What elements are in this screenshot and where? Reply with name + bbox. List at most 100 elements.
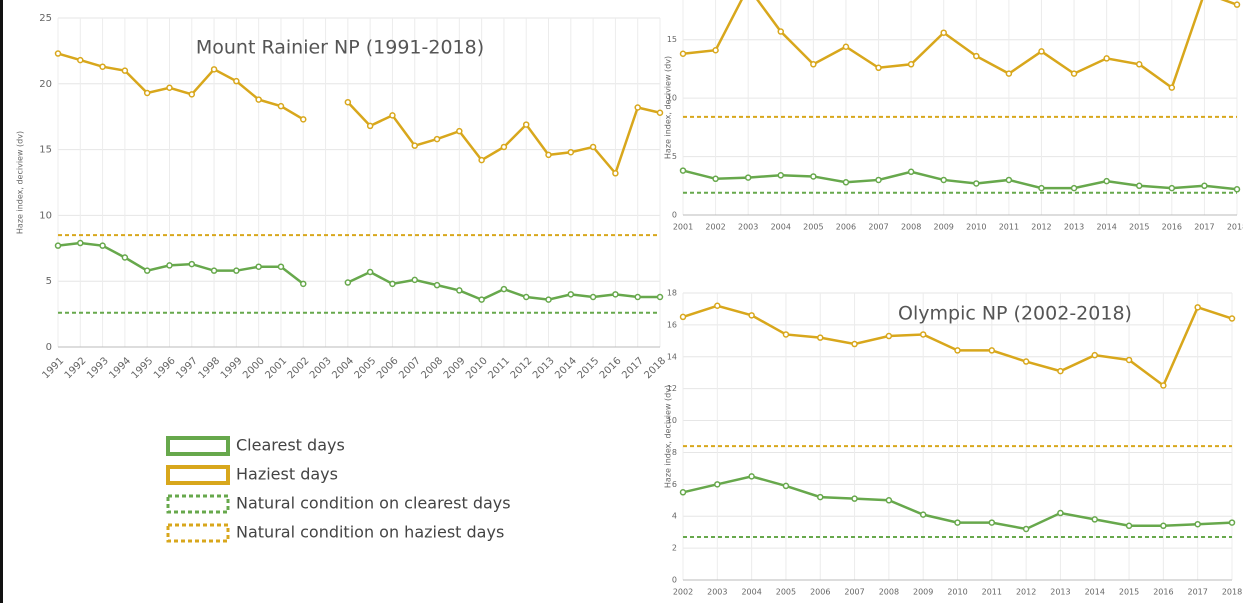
data-point: [1038, 48, 1045, 55]
data-point: [1135, 182, 1143, 190]
data-point: [433, 135, 441, 143]
x-tick-label: 2005: [353, 355, 379, 381]
data-point: [366, 268, 374, 276]
data-point: [77, 239, 84, 247]
data-point: [1125, 356, 1133, 364]
data-point: [714, 481, 721, 488]
y-tick-label: 5: [672, 152, 677, 161]
data-point: [1228, 519, 1236, 526]
x-tick-label: 2011: [999, 223, 1019, 232]
data-point: [907, 61, 915, 68]
x-tick-label: 2016: [1162, 223, 1182, 232]
data-point: [188, 91, 196, 98]
x-tick-label: 2004: [741, 588, 761, 597]
data-point: [143, 89, 151, 97]
x-tick-label: 2009: [934, 223, 954, 232]
data-point: [919, 331, 927, 338]
x-tick-label: 2008: [879, 588, 899, 597]
y-tick-label: 10: [667, 94, 677, 103]
data-point: [411, 276, 418, 284]
data-point: [612, 291, 619, 298]
data-point: [1022, 358, 1030, 365]
data-point: [782, 482, 790, 490]
data-point: [1022, 525, 1030, 533]
data-point: [777, 28, 785, 35]
data-point: [456, 127, 463, 135]
data-point: [589, 143, 597, 151]
data-point: [842, 179, 850, 186]
x-tick-label: 2015: [1129, 223, 1149, 232]
y-tick-label: 12: [667, 384, 677, 393]
data-point: [1091, 351, 1098, 359]
data-point: [121, 67, 129, 74]
chart-title: Mount Rainier NP (1991-2018): [196, 37, 484, 59]
x-tick-label: 2006: [375, 355, 401, 381]
y-tick-label: 0: [46, 342, 52, 353]
x-tick-label: 2010: [966, 223, 986, 232]
x-tick-label: 2001: [673, 223, 693, 232]
x-tick-label: 2004: [771, 223, 791, 232]
data-point: [919, 511, 927, 518]
x-tick-label: 2007: [397, 355, 423, 381]
x-tick-label: 2008: [420, 355, 446, 381]
data-point: [714, 302, 721, 310]
data-point: [522, 121, 530, 128]
y-tick-label: 16: [667, 320, 677, 329]
data-point: [1005, 176, 1013, 184]
legend-swatch: [166, 494, 230, 514]
x-tick-label: 2010: [947, 588, 967, 597]
x-tick-label: 2012: [1031, 223, 1051, 232]
x-tick-label: 2017: [1188, 588, 1208, 597]
y-tick-label: 14: [667, 352, 677, 361]
x-tick-label: 2016: [1153, 588, 1173, 597]
data-point: [567, 291, 575, 298]
y-tick-label: 2: [672, 544, 677, 553]
x-tick-label: 2004: [330, 355, 356, 381]
data-point: [748, 312, 755, 319]
data-point: [679, 50, 687, 57]
y-tick-label: 15: [39, 145, 52, 156]
data-point: [954, 347, 961, 354]
x-tick-label: 1998: [197, 355, 223, 381]
x-tick-label: 2003: [707, 588, 727, 597]
y-tick-label: 0: [672, 576, 677, 585]
data-point: [875, 176, 882, 184]
data-point: [188, 260, 196, 268]
data-point: [954, 519, 961, 526]
data-point: [277, 263, 285, 270]
data-point: [344, 98, 352, 106]
data-point: [99, 242, 106, 249]
data-point: [988, 347, 996, 354]
data-point: [366, 122, 374, 130]
x-tick-label: 2018: [1227, 223, 1243, 232]
data-point: [1103, 55, 1110, 62]
data-point: [1057, 367, 1064, 375]
data-point: [612, 170, 619, 177]
chart: 0510152025199119921993199419951996199719…: [16, 13, 669, 381]
data-point: [233, 77, 240, 85]
data-point: [679, 167, 687, 174]
x-tick-label: 2005: [776, 588, 796, 597]
data-point: [1233, 1, 1241, 8]
data-point: [389, 280, 396, 288]
data-point: [1091, 516, 1098, 523]
data-point: [679, 313, 687, 321]
chart: 0 2 4 6 8 10 12 14 16 18 2002 2003 2004 2005 2006 2007 2…: [664, 289, 1243, 597]
data-point: [210, 66, 218, 73]
data-point: [988, 519, 996, 526]
legend-swatch: [166, 436, 230, 456]
y-tick-label: 6: [672, 480, 677, 489]
x-tick-label: 2018: [642, 355, 668, 381]
x-tick-label: 2013: [531, 355, 557, 381]
x-tick-label: 2005: [803, 223, 823, 232]
x-tick-label: 2007: [844, 588, 864, 597]
data-point: [500, 285, 508, 293]
data-point: [1070, 184, 1078, 192]
x-tick-label: 2002: [705, 223, 725, 232]
data-point: [1135, 61, 1143, 68]
data-point: [712, 175, 719, 183]
data-point: [744, 174, 752, 181]
data-point: [567, 148, 575, 156]
x-tick-label: 2006: [810, 588, 830, 597]
